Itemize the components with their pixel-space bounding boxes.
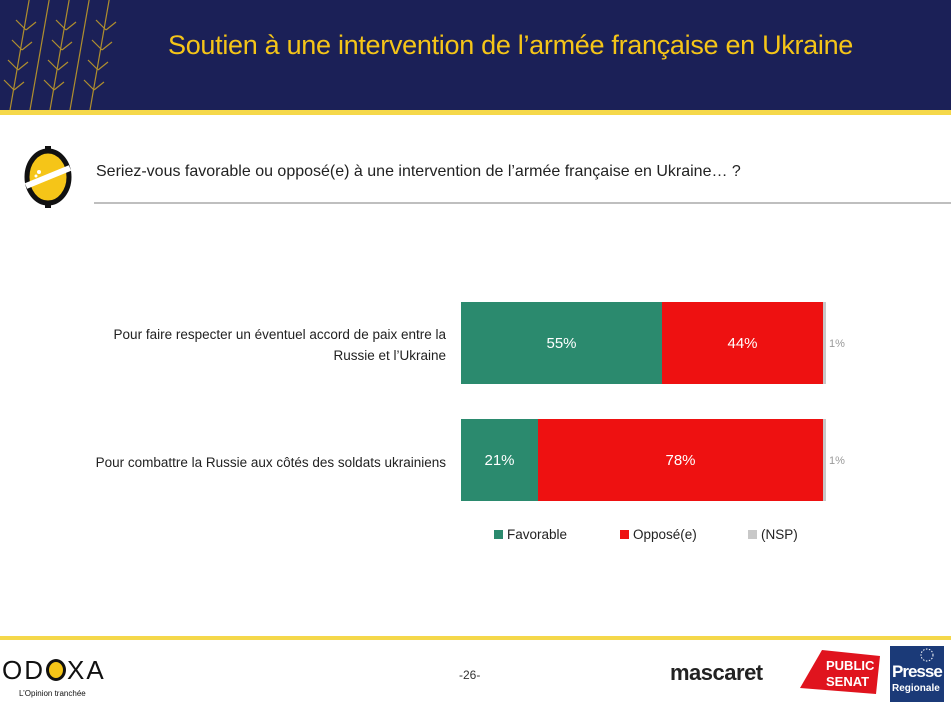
legend-item-oppose: Opposé(e) [620,527,748,542]
legend-swatch-nsp [748,530,757,539]
bar-value-label: 21% [484,451,515,469]
header-divider [0,110,951,115]
odoxa-logo-text-start: OD [2,655,45,685]
odoxa-logo-text-end: XA [67,655,106,685]
legend-item-favorable: Favorable [494,527,620,542]
odoxa-slice-icon [24,146,72,208]
odoxa-o-icon [46,659,66,681]
nsp-value-label: 1% [829,455,845,467]
bar-value-label: 44% [727,334,758,352]
stars-icon [920,648,934,662]
footer-divider [0,636,951,640]
row-label-1: Pour faire respecter un éventuel accord … [26,324,446,366]
public-senat-logo: PUBLIC SENAT [800,650,880,694]
presse-regionale-line2: Regionale [892,683,940,694]
bar-favorable-2: 21% [461,419,538,501]
legend-label-favorable: Favorable [507,527,568,542]
nsp-value-label: 1% [829,338,845,350]
legend-label-nsp: (NSP) [761,527,798,542]
legend-item-nsp: (NSP) [748,527,798,542]
survey-question: Seriez-vous favorable ou opposé(e) à une… [96,163,741,180]
bar-value-label: 55% [546,334,577,352]
page-title: Soutien à une intervention de l’armée fr… [168,30,854,60]
mascaret-logo: mascaret [670,660,763,685]
odoxa-logo: OD XA [2,655,106,686]
bar-row-1: 55% 44% [461,302,826,384]
bar-oppose-2: 78% [538,419,823,501]
odoxa-tagline: L’Opinion tranchée [19,689,86,698]
page-number: -26- [459,668,481,682]
bar-favorable-1: 55% [461,302,662,384]
bar-nsp-1 [823,302,826,384]
header-leaf-pattern [3,0,117,110]
question-divider [94,202,951,204]
bar-value-label: 78% [665,451,696,469]
legend-label-oppose: Opposé(e) [633,527,697,542]
row-label-2-line1: Pour combattre la Russie aux côtés des s… [95,455,446,470]
public-senat-line2: SENAT [826,674,869,689]
bar-oppose-1: 44% [662,302,823,384]
row-label-2: Pour combattre la Russie aux côtés des s… [26,452,446,473]
presse-regionale-line1: Presse [892,662,943,681]
bar-nsp-2 [823,419,826,501]
legend-swatch-favorable [494,530,503,539]
public-senat-line1: PUBLIC [826,658,875,673]
header-banner: Soutien à une intervention de l’armée fr… [0,0,951,110]
bar-row-2: 21% 78% [461,419,826,501]
legend-swatch-oppose [620,530,629,539]
row-label-1-line2: Russie et l’Ukraine [333,348,446,363]
presse-regionale-logo: Presse Regionale [890,646,944,702]
chart-legend: Favorable Opposé(e) (NSP) [494,527,798,542]
row-label-1-line1: Pour faire respecter un éventuel accord … [113,327,446,342]
